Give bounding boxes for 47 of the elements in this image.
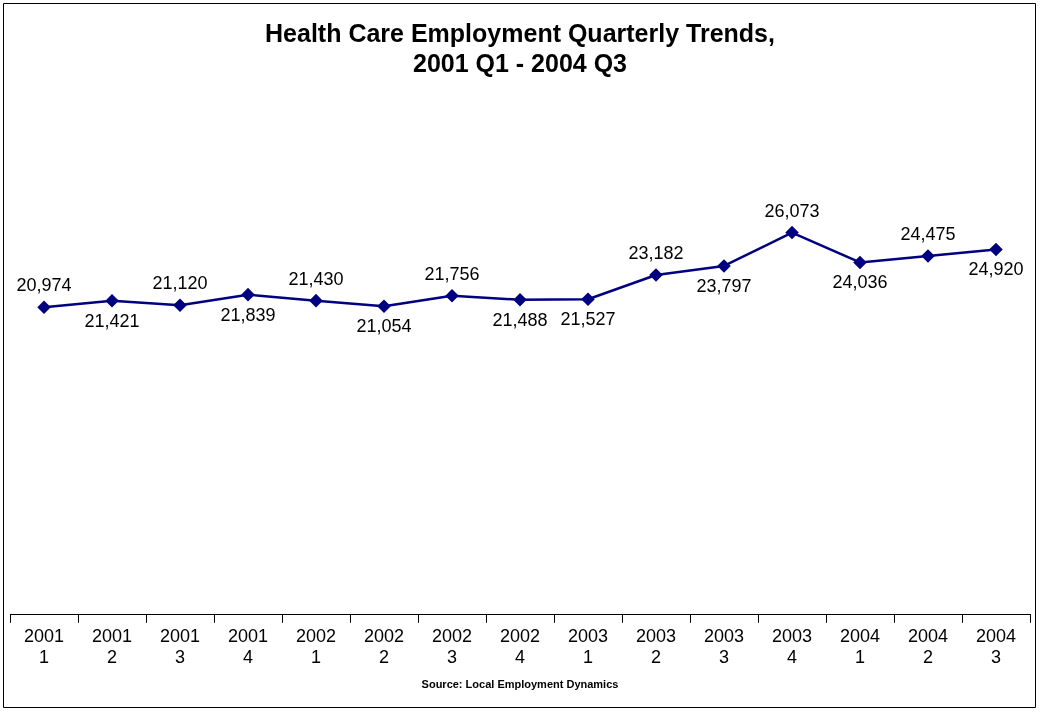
x-tick-label: 2002 1: [295, 625, 337, 668]
data-label: 21,527: [560, 309, 616, 330]
data-label: 23,797: [696, 275, 752, 296]
point: [377, 299, 391, 313]
data-label: 20,974: [16, 275, 72, 296]
x-tick-label: 2003 2: [635, 625, 677, 668]
point: [105, 294, 119, 308]
x-tick-label: 2002 3: [431, 625, 473, 668]
x-tick-label: 2002 2: [363, 625, 405, 668]
data-label: 21,430: [288, 268, 344, 289]
point: [445, 289, 459, 303]
data-label: 24,920: [968, 259, 1024, 280]
x-tick-label: 2001 3: [159, 625, 201, 668]
data-label: 24,036: [832, 272, 888, 293]
x-tick-label: 2004 1: [839, 625, 881, 668]
point: [649, 268, 663, 282]
x-tick-label: 2003 1: [567, 625, 609, 668]
x-tick-label: 2003 4: [771, 625, 813, 668]
x-tick-label: 2004 3: [975, 625, 1017, 668]
data-label: 21,054: [356, 316, 412, 337]
x-tick-label: 2004 2: [907, 625, 949, 668]
data-label: 21,488: [492, 309, 548, 330]
point: [921, 249, 935, 263]
source-note: Source: Local Employment Dynamics: [421, 678, 619, 691]
data-label: 21,756: [424, 263, 480, 284]
x-tick-label: 2002 4: [499, 625, 541, 668]
point: [173, 298, 187, 312]
point: [513, 293, 527, 307]
point: [581, 292, 595, 306]
x-tick-label: 2001 1: [23, 625, 65, 668]
point: [785, 226, 799, 239]
point: [309, 294, 323, 307]
point: [37, 301, 51, 314]
x-tick-label: 2003 3: [703, 625, 745, 668]
x-tick-label: 2001 4: [227, 625, 269, 668]
data-label: 21,839: [220, 304, 276, 325]
chart-title: Health Care Employment Quarterly Trends, 2001 Q1 - 2004 Q3: [265, 18, 775, 77]
point: [989, 243, 1003, 256]
data-label: 24,475: [900, 223, 956, 244]
x-tick-label: 2001 2: [91, 625, 133, 668]
data-label: 21,120: [152, 273, 208, 294]
point: [717, 259, 731, 273]
point: [853, 256, 867, 269]
data-label: 26,073: [764, 200, 820, 221]
data-label: 23,182: [628, 242, 684, 263]
data-label: 21,421: [84, 310, 140, 331]
point: [241, 288, 255, 301]
